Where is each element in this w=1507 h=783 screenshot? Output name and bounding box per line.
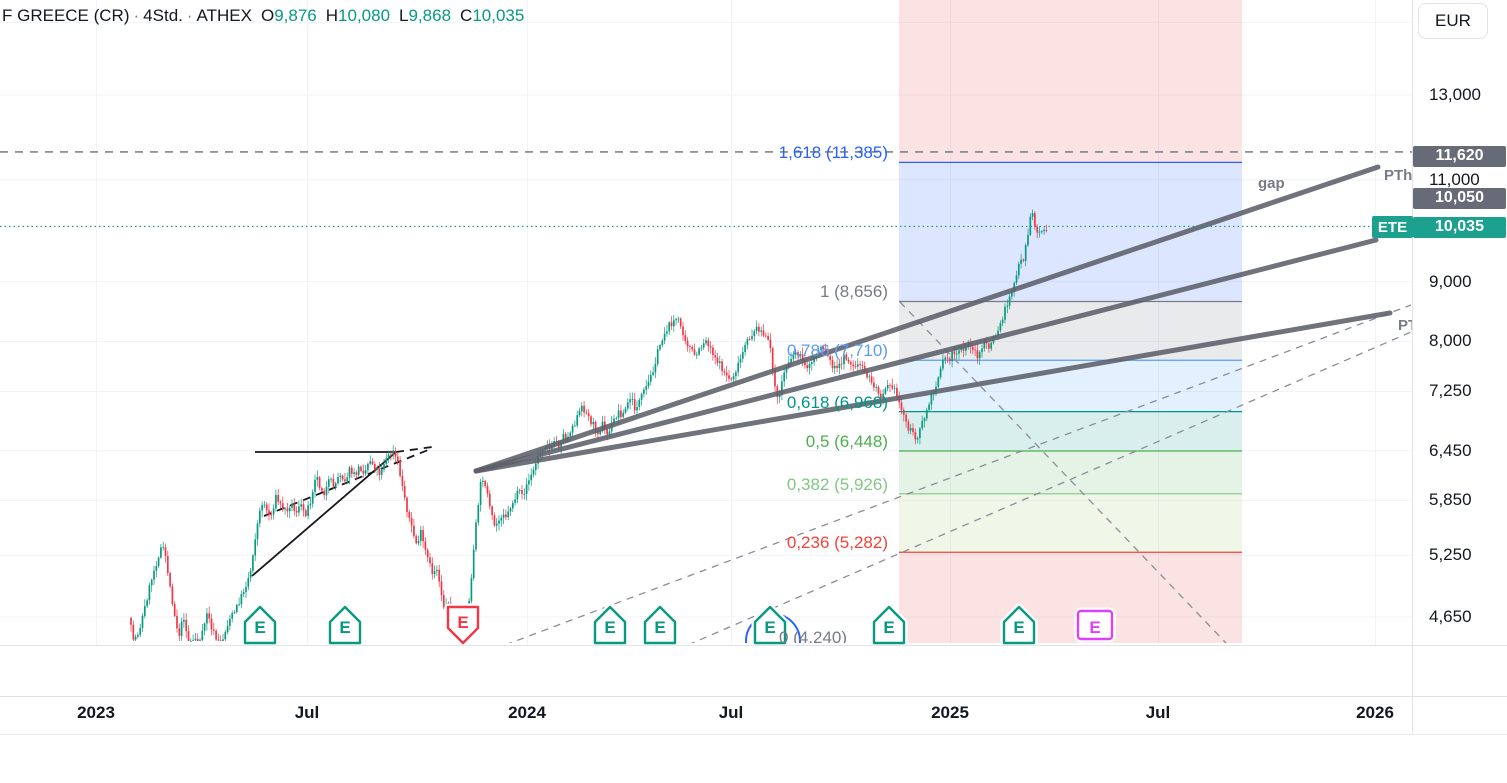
svg-text:E: E — [764, 618, 775, 637]
time-tick: 2026 — [1356, 703, 1394, 722]
price-tick: 4,650 — [1429, 606, 1472, 626]
gap-label: gap — [1258, 175, 1285, 192]
ohlc-value: 9,868 — [408, 6, 452, 25]
earnings-marker-icon[interactable]: E — [444, 603, 482, 647]
symbol-price-tag: ETE — [1372, 216, 1413, 238]
price-tick: 9,000 — [1429, 271, 1472, 291]
dashed-trendlines[interactable] — [505, 301, 1412, 645]
earnings-marker-icon[interactable]: E — [641, 603, 679, 647]
svg-text:E: E — [883, 618, 894, 637]
exchange-label[interactable]: ATHEX — [196, 6, 252, 25]
time-tick: 2025 — [931, 703, 969, 722]
wedge-pattern-lines[interactable] — [251, 446, 433, 577]
svg-text:E: E — [654, 618, 665, 637]
pane-borders — [0, 0, 1507, 735]
title-separator: · — [133, 6, 140, 25]
symbol-title-bar[interactable]: F GREECE (CR) · 4Std. · ATHEX O9,876 H10,080 L9… — [2, 6, 524, 26]
earnings-marker-icon[interactable]: E — [1074, 607, 1116, 643]
currency-button[interactable]: EUR — [1418, 3, 1488, 39]
earnings-marker-icon[interactable]: E — [870, 603, 908, 647]
ohlc-value: 9,876 — [274, 6, 317, 25]
price-tick: 8,000 — [1429, 331, 1472, 351]
interval-label[interactable]: 4Std. — [143, 6, 183, 25]
fib-zero-text: 0 (4,240) — [779, 628, 848, 643]
earnings-marker-icon[interactable]: E — [1000, 603, 1038, 647]
time-tick: Jul — [294, 703, 320, 722]
svg-text:E: E — [604, 618, 615, 637]
price-tick: 5,250 — [1429, 545, 1472, 565]
time-tick: Jul — [718, 703, 744, 722]
title-separator: · — [186, 6, 193, 25]
ohlc-key: H — [325, 6, 339, 25]
earnings-marker-icon[interactable]: E — [751, 603, 789, 647]
ohlc-value: 10,035 — [472, 6, 525, 25]
svg-text:E: E — [1089, 618, 1100, 637]
ohlc-key: C — [460, 6, 473, 25]
fib-level-label: 0,236 (5,282) — [786, 533, 888, 553]
svg-text:E: E — [1013, 618, 1024, 637]
ohlc-value: 10,080 — [338, 6, 391, 25]
current-price-badge: 10,035 — [1413, 216, 1506, 238]
fib-level-label: 0,5 (6,448) — [805, 431, 888, 451]
fib-level-label: 0,382 (5,926) — [786, 474, 888, 494]
svg-text:E: E — [339, 618, 350, 637]
svg-text:E: E — [457, 613, 468, 632]
fib-level-label: 0,786 (7,710) — [786, 341, 888, 361]
fib-zero-label: 0 (4,240) — [779, 628, 869, 643]
pt-target-label: PT — [1398, 317, 1412, 335]
symbol-title[interactable]: F GREECE (CR) — [2, 6, 130, 25]
earnings-marker-icon[interactable]: E — [326, 603, 364, 647]
level-price-badge: 11,620 — [1413, 145, 1506, 167]
price-tick: 13,000 — [1429, 85, 1481, 104]
fib-level-label: 1,618 (11,385) — [778, 143, 888, 163]
level-price-badge: 10,050 — [1413, 187, 1506, 209]
pt-target-text: PT — [1398, 317, 1412, 334]
svg-text:E: E — [254, 618, 265, 637]
time-tick: 2024 — [508, 703, 546, 722]
time-tick: 2023 — [77, 703, 115, 722]
earnings-marker-icon[interactable]: E — [241, 603, 279, 647]
ohlc-values: O9,876 H10,080 L9,868 C10,035 — [252, 6, 524, 25]
pth-target-label: PTh — [1384, 167, 1413, 184]
fib-level-label: 0,618 (6,968) — [786, 392, 888, 412]
price-tick: 6,450 — [1429, 440, 1472, 460]
fib-level-label: 1 (8,656) — [819, 282, 888, 302]
time-tick: Jul — [1145, 703, 1171, 722]
earnings-marker-icon[interactable]: E — [591, 603, 629, 647]
fan-trendlines[interactable] — [473, 164, 1393, 474]
price-tick: 5,850 — [1429, 490, 1472, 510]
price-tick: 7,250 — [1429, 381, 1472, 401]
fib-zones — [899, 0, 1242, 643]
ohlc-key: L — [399, 6, 409, 25]
price-tick: 11,000 — [1429, 169, 1480, 189]
ohlc-key: O — [260, 6, 275, 25]
